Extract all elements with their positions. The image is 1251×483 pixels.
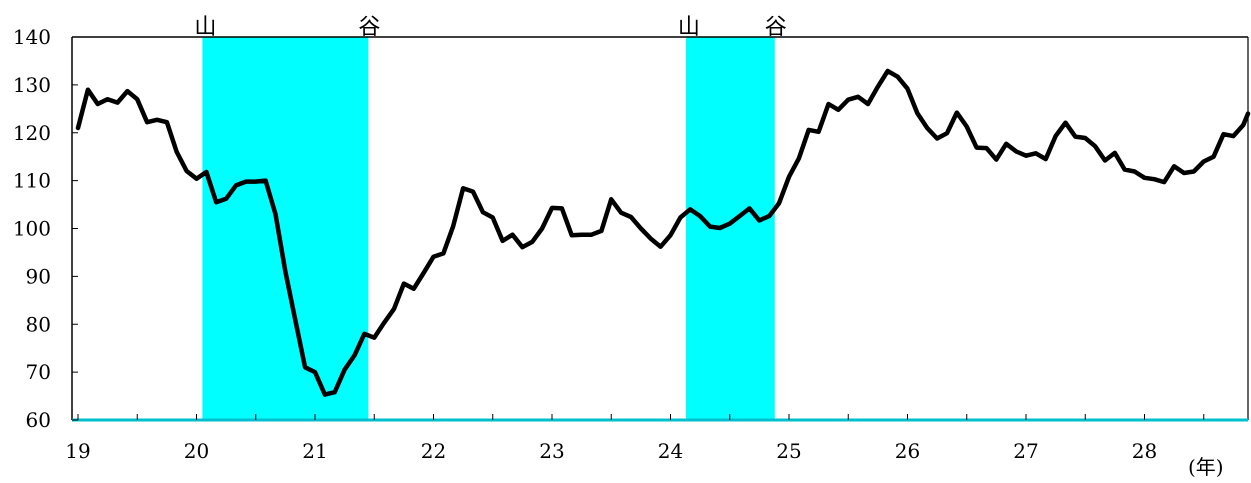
x-tick-label-27: 27 [1013, 439, 1038, 463]
x-tick-label-24: 24 [658, 439, 683, 463]
shaded-periods [202, 37, 775, 420]
x-tick-label-22: 22 [421, 439, 446, 463]
trough-label-1: 谷 [358, 15, 380, 40]
y-tick-label-120: 120 [13, 121, 51, 145]
x-tick-label-20: 20 [184, 439, 209, 463]
x-tick-label-19: 19 [65, 439, 90, 463]
y-tick-label-140: 140 [13, 25, 51, 49]
y-tick-label-60: 60 [26, 408, 51, 432]
x-unit-label: (年) [1188, 455, 1224, 479]
x-tick-label-25: 25 [776, 439, 801, 463]
shaded-period-2 [685, 37, 775, 420]
y-tick-label-90: 90 [26, 264, 51, 288]
peak-label-2: 山 [678, 15, 700, 40]
trough-label-2: 谷 [765, 15, 787, 40]
axis-ticks [72, 36, 1205, 421]
series-line [75, 68, 1251, 397]
series-line-group [75, 68, 1251, 397]
plot-frame [71, 36, 1249, 422]
y-tick-label-100: 100 [13, 217, 51, 241]
y-tick-label-70: 70 [26, 360, 51, 384]
axis-labels: 山 谷 山 谷 60 70 80 90 100 110 120 130 140 19 20 21 22 23 24 2… [13, 15, 1157, 463]
y-tick-label-130: 130 [13, 73, 51, 97]
x-tick-label-26: 26 [895, 439, 920, 463]
x-tick-label-21: 21 [302, 439, 327, 463]
peak-label-1: 山 [194, 15, 216, 40]
y-tick-label-80: 80 [26, 312, 51, 336]
y-tick-label-110: 110 [13, 169, 51, 193]
x-tick-label-23: 23 [539, 439, 564, 463]
x-tick-label-28: 28 [1132, 439, 1157, 463]
shaded-period-1 [202, 37, 369, 420]
